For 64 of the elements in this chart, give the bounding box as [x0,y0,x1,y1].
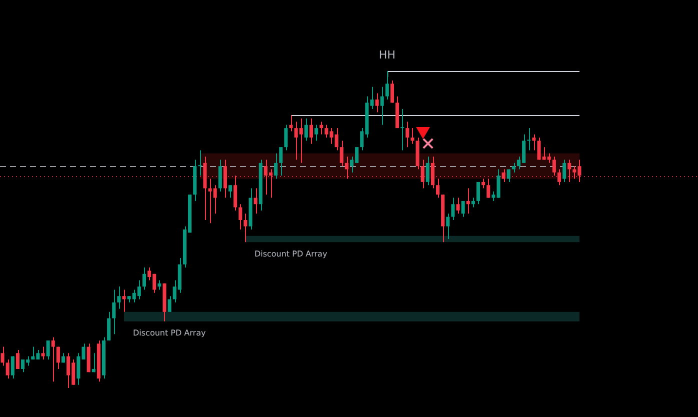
candlestick [0,346,4,366]
candlestick [512,162,516,173]
candlestick [482,178,486,189]
candlestick [380,86,384,126]
candlestick [142,267,146,290]
ref-line-label: HH [378,48,396,62]
candlestick [244,213,248,243]
candlestick [461,200,465,218]
candlestick [562,159,566,182]
candlestick [390,80,394,104]
candlestick [122,289,126,312]
candlestick [223,159,227,198]
candlestick [400,108,404,151]
candlestick [552,156,556,176]
candlestick [486,178,490,198]
candlestick [456,197,460,214]
candlestick [309,118,314,144]
candlestick [51,336,55,382]
candlestick [430,156,434,189]
candlestick [56,346,60,370]
candlestick [420,159,424,189]
candlestick [340,140,344,167]
candlestick [228,184,232,198]
candlestick [320,121,324,135]
candlestick [476,181,480,205]
candlestick [279,146,283,176]
candlestick [557,168,561,186]
candlestick [471,197,475,208]
candlestick [254,188,258,214]
candlestick [568,159,572,182]
candlestick [274,152,278,180]
candlestick [10,356,14,379]
candlestick [168,296,172,312]
band-label: Discount PD Array [132,328,206,338]
candlestick [406,121,410,148]
candlestick [238,204,242,230]
candlestick [451,197,455,220]
candlestick [16,349,20,370]
band-label: Discount PD Array [254,249,328,258]
candlestick [46,340,50,360]
candlestick [107,311,111,341]
candlestick [92,352,96,373]
candlestick [218,159,222,192]
candlestick [436,178,440,198]
candlestick [304,118,308,142]
candlestick [375,92,379,113]
candlestick [158,280,162,290]
candlestick [6,358,10,379]
candlestick [117,286,121,310]
candlestick [284,124,288,151]
candlestick [314,124,318,142]
candlestick [344,156,348,180]
candlestick [234,175,238,211]
candlestick [466,188,470,214]
candlestick [198,150,202,176]
candlestick [426,156,430,186]
candlestick [41,346,45,360]
candlestick [446,213,450,240]
candlestick [502,168,506,182]
candlestick [527,128,531,151]
candlestick [506,168,510,182]
candlestick [532,134,536,151]
candlestick [410,128,414,144]
candlestick [112,289,116,335]
